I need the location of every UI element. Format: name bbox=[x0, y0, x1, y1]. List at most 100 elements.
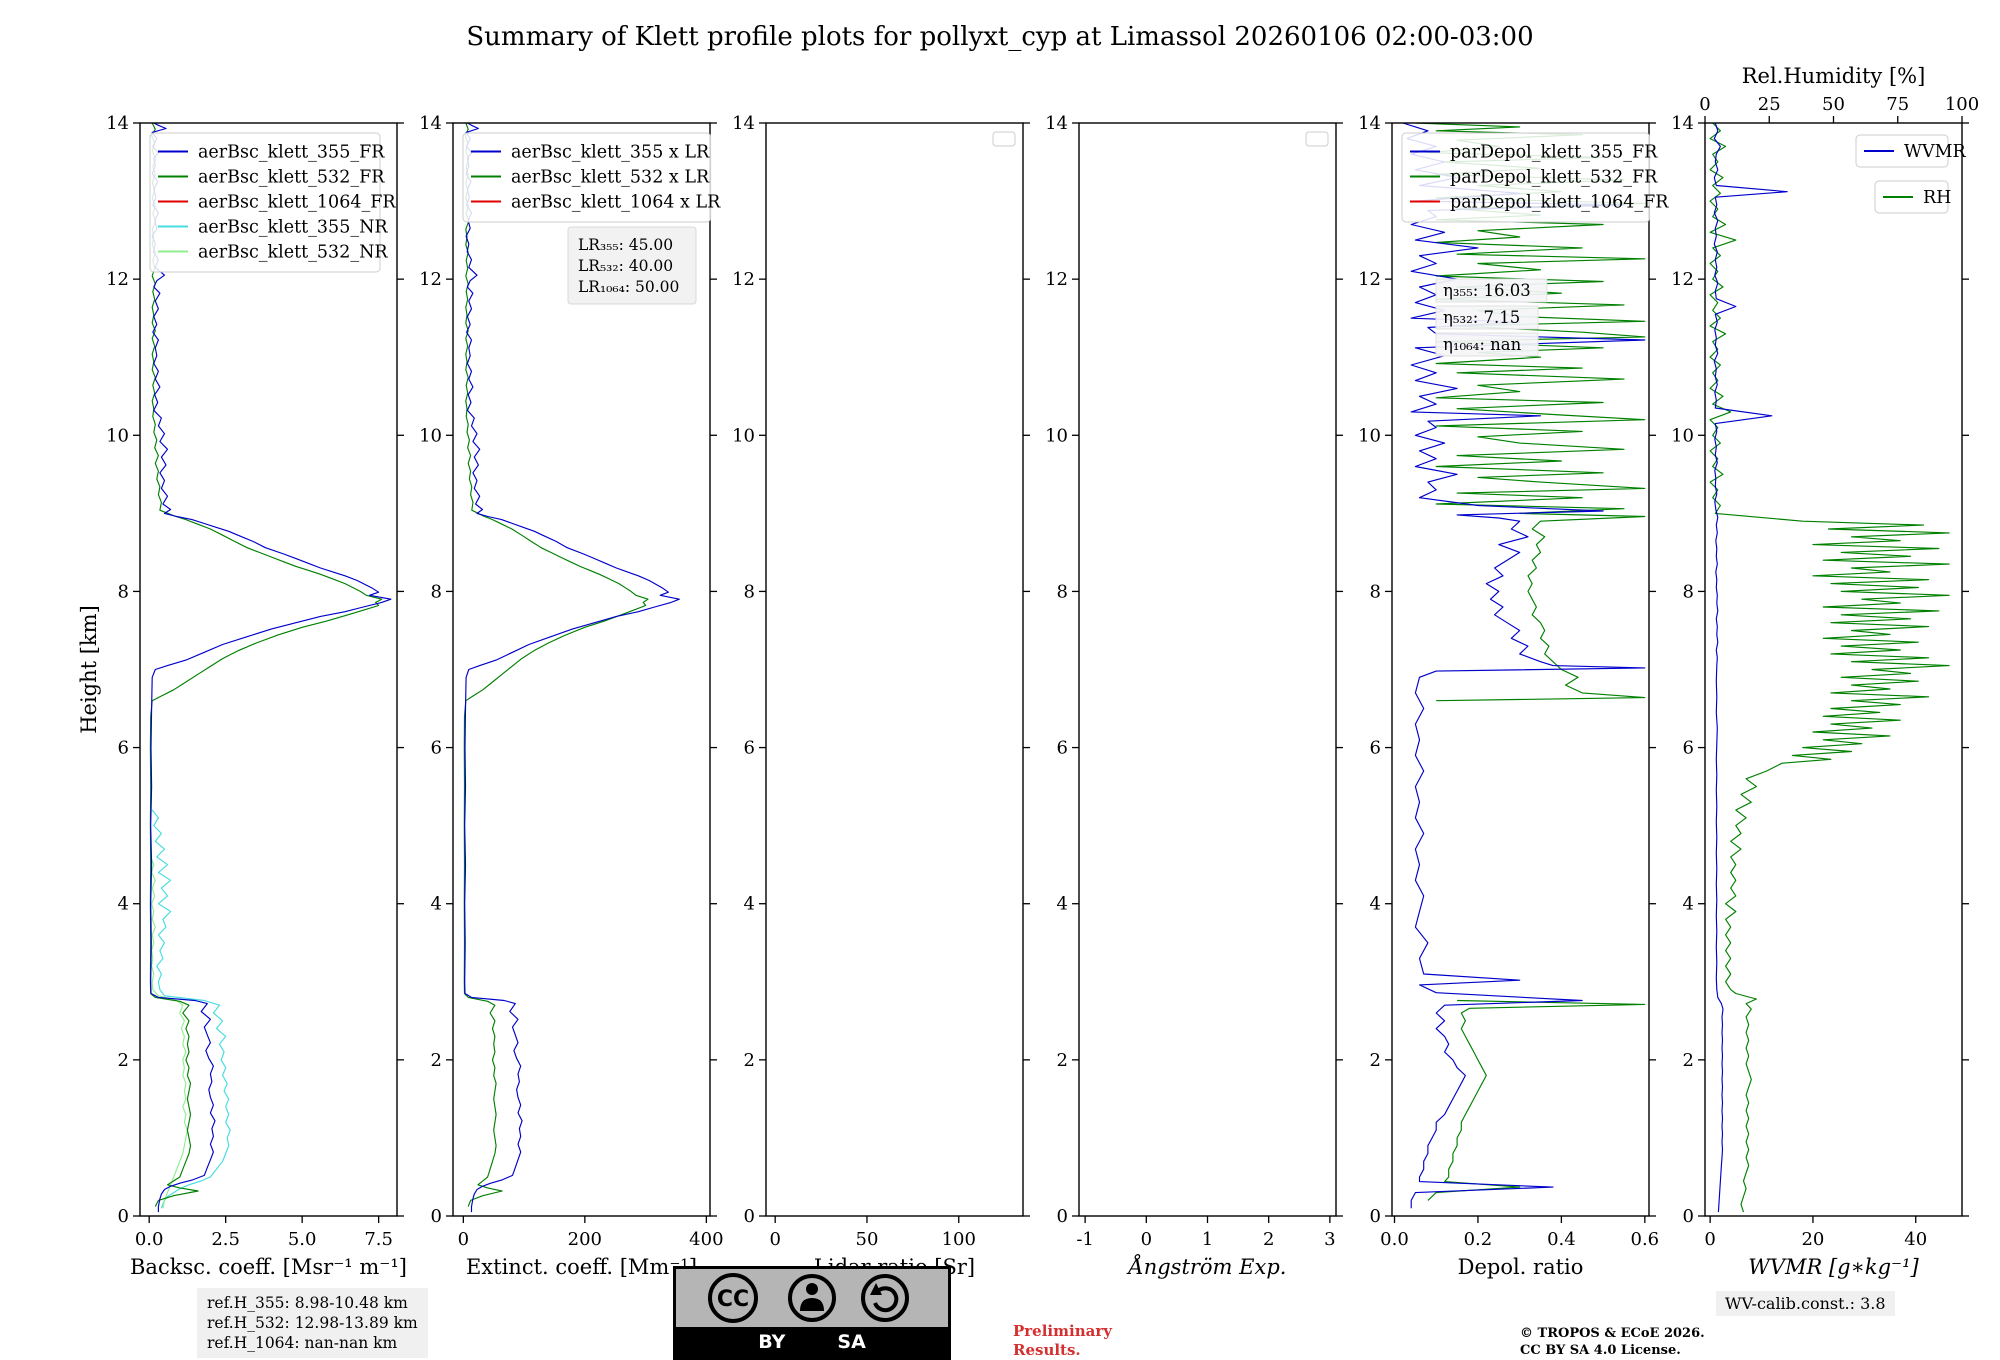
profile-line-wvmr bbox=[1713, 123, 1788, 1213]
eta-annotation: η₃₅₅: 16.03 bbox=[1443, 281, 1531, 300]
legend-label: parDepol_klett_532_FR bbox=[1450, 168, 1658, 188]
x-tick-label: 200 bbox=[568, 1229, 602, 1250]
eta-annotation: η₅₃₂: 7.15 bbox=[1443, 308, 1520, 327]
preliminary-results-note: Preliminary Results. bbox=[1013, 1322, 1112, 1359]
y-tick-label: 8 bbox=[118, 581, 129, 602]
y-axis-title: Height [km] bbox=[77, 605, 101, 734]
x-tick-label: 100 bbox=[942, 1229, 976, 1250]
panel-lidar-ratio: 02468101214050100Lidar ratio [Sr] bbox=[732, 113, 1030, 1279]
legend-box bbox=[149, 132, 381, 273]
profile-line-bsc_355_FR bbox=[464, 123, 680, 1213]
cc-icons: CC bbox=[676, 1269, 948, 1327]
x-tick-label: 50 bbox=[856, 1229, 879, 1250]
y-tick-label: 6 bbox=[118, 738, 129, 759]
y-tick-label: 14 bbox=[732, 113, 755, 134]
y-tick-label: 6 bbox=[744, 738, 755, 759]
panel-extinction: 0 2 4 6 8 10 12 14 0 200 400 Extinct. coeff. [Mm⁻¹]… bbox=[419, 113, 723, 1279]
lidar-ratio-line: LR₅₃₂: 40.00 bbox=[578, 257, 673, 275]
ref-h-355: ref.H_355: 8.98-10.48 km bbox=[207, 1294, 408, 1312]
figure-title: Summary of Klett profile plots for polly… bbox=[466, 22, 1534, 52]
x-tick-label: 0 bbox=[1141, 1229, 1152, 1250]
legend-label: parDepol_klett_1064_FR bbox=[1450, 193, 1669, 213]
y-tick-label: 0 bbox=[744, 1206, 755, 1227]
legend-label: aerBsc_klett_1064 x LR bbox=[511, 193, 721, 213]
y-tick-label: 6 bbox=[1057, 738, 1068, 759]
x-tick-label: 0 bbox=[1704, 1229, 1715, 1250]
series-group-wvmr bbox=[1709, 123, 1950, 1213]
share-alike-arrowhead bbox=[870, 1283, 882, 1295]
y-tick-label: 4 bbox=[431, 894, 442, 915]
panel-frame bbox=[1391, 122, 1650, 1217]
x-tick-label: 0.6 bbox=[1631, 1229, 1660, 1250]
x-axis-title: Backsc. coeff. [Msr⁻¹ m⁻¹] bbox=[130, 1255, 407, 1279]
ref-height-box: ref.H_355: 8.98-10.48 km ref.H_532: 12.9… bbox=[197, 1288, 428, 1359]
panel-frame bbox=[1078, 122, 1337, 1217]
y-tick-label: 10 bbox=[732, 425, 755, 446]
y-tick-label: 2 bbox=[1370, 1050, 1381, 1071]
x-tick-label: 1 bbox=[1202, 1229, 1213, 1250]
x-tick-label: 2 bbox=[1263, 1229, 1274, 1250]
y-tick-label: 6 bbox=[431, 738, 442, 759]
eta-annotation-box bbox=[1435, 278, 1548, 303]
panel-depol: 0 2 4 6 8 10 12 14 0.0 0.2 0.4 0.6 Depol. ratio parDe… bbox=[1358, 113, 1669, 1279]
x-tick-label: 400 bbox=[689, 1229, 723, 1250]
y-tick-label: 8 bbox=[744, 581, 755, 602]
y-tick-label: 12 bbox=[732, 269, 755, 290]
profile-line-bsc_532_NR bbox=[150, 856, 188, 1209]
x-tick-label: 40 bbox=[1904, 1229, 1927, 1250]
y-tick-label: 6 bbox=[1370, 738, 1381, 759]
legend-label: parDepol_klett_355_FR bbox=[1450, 143, 1658, 163]
y-tick-label: 4 bbox=[118, 894, 129, 915]
x-axis-title: Ångström Exp. bbox=[1126, 1254, 1287, 1279]
x-axis-title: Extinct. coeff. [Mm⁻¹] bbox=[466, 1255, 697, 1279]
legend-label: aerBsc_klett_532_FR bbox=[198, 168, 385, 188]
y-tick-label: 12 bbox=[1671, 269, 1694, 290]
profile-line-bsc_355_FR bbox=[150, 123, 392, 1213]
x-tick-label: 7.5 bbox=[364, 1229, 393, 1250]
cc-sa-label: SA bbox=[837, 1331, 866, 1353]
lidar-ratio-line: LR₁₀₆₄: 50.00 bbox=[578, 278, 679, 296]
eta-annotation-box bbox=[1435, 305, 1539, 330]
series-group-backscatter bbox=[149, 123, 392, 1213]
legend-label: WVMR bbox=[1904, 142, 1967, 162]
panel-frame bbox=[1704, 122, 1963, 1217]
panel-frame bbox=[452, 122, 711, 1217]
eta-annotation-box bbox=[1435, 332, 1539, 357]
x-tick-label: 0.4 bbox=[1547, 1229, 1576, 1250]
y-tick-label: 10 bbox=[1045, 425, 1068, 446]
x-tick-label: 20 bbox=[1801, 1229, 1824, 1250]
y-tick-label: 12 bbox=[419, 269, 442, 290]
y-tick-label: 4 bbox=[1683, 894, 1694, 915]
y-tick-label: 14 bbox=[1671, 113, 1694, 134]
y-tick-label: 8 bbox=[1057, 581, 1068, 602]
legend-label: aerBsc_klett_532_NR bbox=[198, 243, 388, 263]
cc-by-label: BY bbox=[758, 1331, 786, 1353]
top-tick-label: 25 bbox=[1758, 94, 1781, 115]
y-tick-label: 12 bbox=[1045, 269, 1068, 290]
y-tick-label: 0 bbox=[1057, 1206, 1068, 1227]
share-alike-arrow-icon bbox=[861, 1274, 909, 1322]
panel-frame bbox=[139, 122, 398, 1217]
ref-h-532: ref.H_532: 12.98-13.89 km bbox=[207, 1314, 418, 1333]
y-tick-label: 8 bbox=[1370, 581, 1381, 602]
y-tick-label: 2 bbox=[431, 1050, 442, 1071]
x-tick-label: 0 bbox=[769, 1229, 780, 1250]
share-alike-arc bbox=[873, 1286, 899, 1313]
legend-label: aerBsc_klett_532 x LR bbox=[511, 168, 710, 188]
y-tick-label: 12 bbox=[1358, 269, 1381, 290]
x-tick-label: 5.0 bbox=[288, 1229, 317, 1250]
top-tick-label: 50 bbox=[1822, 94, 1845, 115]
y-tick-label: 14 bbox=[1358, 113, 1381, 134]
y-tick-label: 2 bbox=[1057, 1050, 1068, 1071]
y-tick-label: 12 bbox=[106, 269, 129, 290]
y-tick-label: 10 bbox=[419, 425, 442, 446]
y-tick-label: 10 bbox=[1671, 425, 1694, 446]
y-tick-label: 14 bbox=[419, 113, 442, 134]
y-tick-label: 0 bbox=[1683, 1206, 1694, 1227]
legend-empty bbox=[992, 131, 1016, 147]
profile-line-rh bbox=[1709, 123, 1950, 1213]
